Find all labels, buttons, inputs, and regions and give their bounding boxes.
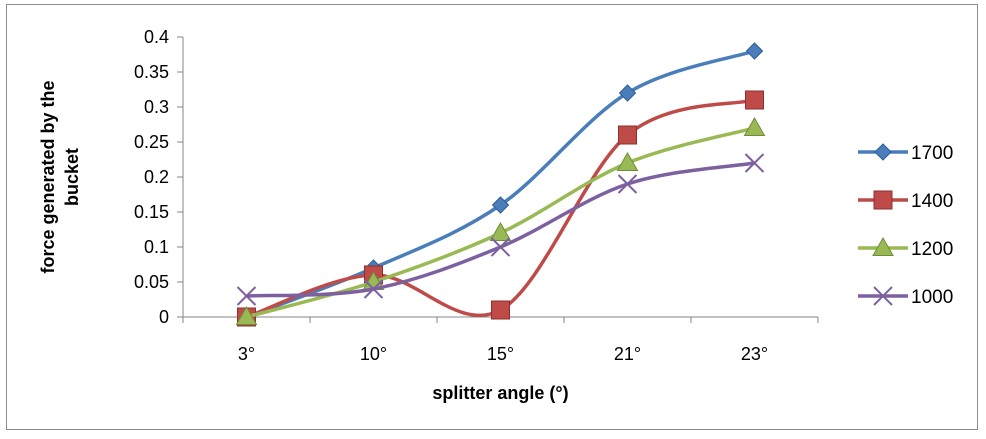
y-tick-label: 0.05 [134,272,169,292]
data-point-1200 [235,305,258,325]
legend-marker-1200 [872,236,894,256]
data-point-1700 [491,196,510,214]
x-tick-label: 10° [360,344,387,364]
data-point-1000 [744,153,765,173]
data-point-1200 [743,116,766,136]
data-point-1700 [618,84,637,102]
data-point-1400 [745,90,764,110]
data-point-1200 [489,221,512,241]
data-point-1000 [617,174,638,194]
y-axis-title: force generated by the bucket [38,80,82,273]
x-tick-label: 3° [238,344,255,364]
legend-marker-1400 [873,190,893,210]
chart-frame [6,4,978,430]
y-tick-label: 0.25 [134,132,169,152]
y-tick-label: 0.4 [144,27,169,47]
legend-label-1200: 1200 [911,239,953,260]
y-tick-label: 0.15 [134,202,169,222]
legend: 1700 1400 1200 1000 [858,143,953,308]
data-point-1000 [363,279,384,299]
x-tick-label: 21° [614,344,641,364]
legend-marker-1000 [873,286,893,306]
legend-label-1700: 1700 [911,143,953,164]
legend-marker-1700 [874,143,892,161]
data-point-1700 [745,42,764,60]
legend-label-1400: 1400 [911,191,953,212]
data-point-1400 [491,300,510,320]
data-point-1200 [616,151,639,171]
y-tick-label: 0.35 [134,62,169,82]
axes: 0 0.05 0.1 0.15 0.2 0.25 0.3 0.35 0.4 3° 10° 15° 21°… [134,27,819,364]
x-tick-label: 15° [487,344,514,364]
plot-area [235,42,766,327]
series-line-1700 [245,49,756,319]
y-tick-label: 0.2 [144,167,169,187]
data-point-1000 [490,237,511,257]
x-axis-title: splitter angle (°) [432,383,568,403]
y-tick-label: 0.3 [144,97,169,117]
y-tick-label: 0.1 [144,237,169,257]
y-tick-label: 0 [159,307,169,327]
data-point-1400 [618,125,637,145]
legend-label-1000: 1000 [911,287,953,308]
x-tick-label: 23° [741,344,768,364]
data-point-1000 [236,286,257,306]
